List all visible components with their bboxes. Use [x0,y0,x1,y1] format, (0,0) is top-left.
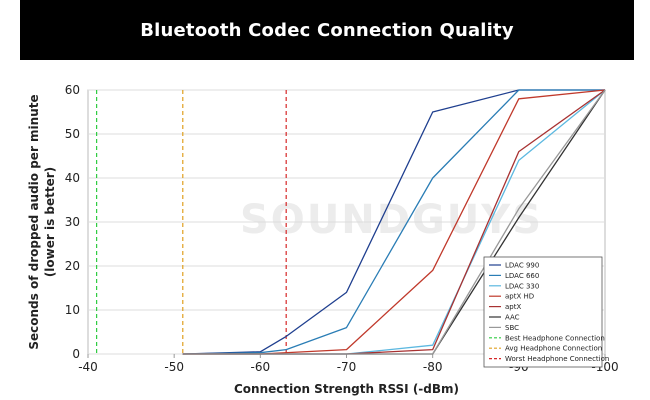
legend-label-best-headphone-connection: Best Headphone Connection [505,334,605,342]
x-tick-label: -70 [337,360,357,374]
legend-label-ldac-330: LDAC 330 [505,282,539,290]
y-tick-label: 60 [65,83,80,97]
legend-label-aptx: aptX [505,303,521,311]
legend-label-ldac-990: LDAC 990 [505,262,539,270]
chart-title: Bluetooth Codec Connection Quality [140,19,514,41]
legend-label-aptx-hd: aptX HD [505,293,534,301]
y-tick-label: 40 [65,171,80,185]
y-tick-label: 0 [72,347,80,361]
legend-label-ldac-660: LDAC 660 [505,272,539,280]
x-tick-label: -60 [251,360,271,374]
y-axis-title: Seconds of dropped audio per minute [27,94,41,349]
legend-label-sbc: SBC [505,324,519,332]
series-line-ldac-660 [182,89,605,355]
legend-label-worst-headphone-connection: Worst Headphone Connection [505,355,609,363]
legend-label-avg-headphone-connection: Avg Headphone Connection [505,345,602,353]
x-tick-label: -80 [423,360,443,374]
y-tick-label: 50 [65,127,80,141]
x-axis-title: Connection Strength RSSI (-dBm) [234,382,459,396]
x-tick-label: -40 [78,360,98,374]
legend-box [483,256,603,368]
legend-label-aac: AAC [505,314,520,322]
y-axis-subtitle: (lower is better) [43,167,57,277]
x-tick-label: -50 [164,360,184,374]
series-line-sbc [182,89,606,355]
y-tick-label: 30 [65,215,80,229]
y-tick-label: 10 [65,303,80,317]
title-banner: Bluetooth Codec Connection Quality [20,0,634,60]
y-tick-label: 20 [65,259,80,273]
